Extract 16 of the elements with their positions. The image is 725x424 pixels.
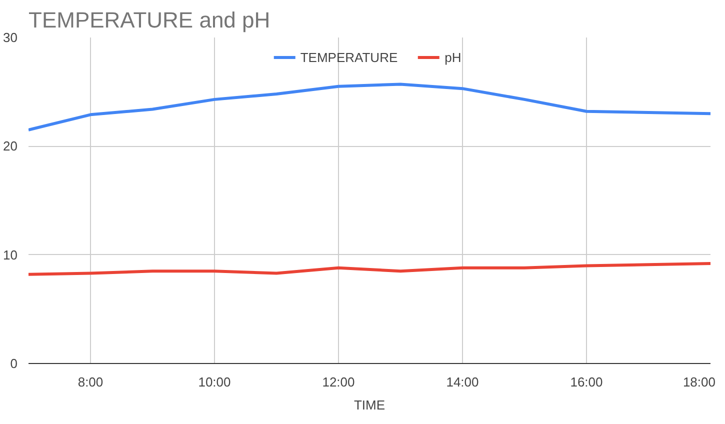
legend-label: TEMPERATURE [300, 50, 398, 64]
x-tick-label: 12:00 [322, 374, 355, 390]
x-tick-label: 14:00 [446, 374, 479, 390]
x-tick-label: 16:00 [570, 374, 603, 390]
x-tick-label: 10:00 [198, 374, 231, 390]
y-tick-label: 10 [3, 247, 18, 262]
x-tick-label: 18:00 [682, 374, 716, 390]
line-series [28, 262, 710, 276]
chart-title: TEMPERATURE and pH [28, 8, 270, 32]
y-tick-label: 0 [10, 356, 18, 371]
legend-label: pH [444, 50, 462, 64]
x-axis-title: TIME [354, 398, 386, 412]
line-series [28, 82, 710, 132]
y-tick-label: 30 [3, 30, 18, 45]
x-tick-label: 8:00 [78, 374, 104, 390]
y-tick-label: 20 [3, 138, 18, 154]
